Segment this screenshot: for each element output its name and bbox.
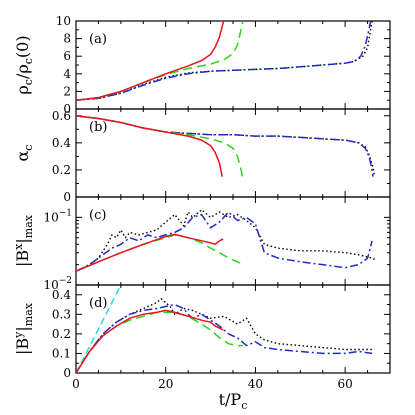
- y-tick-label: 0.4: [52, 136, 71, 150]
- series-line-green: [76, 21, 244, 101]
- series-line-green: [76, 234, 244, 272]
- y-tick-mantissa: 10: [43, 278, 58, 292]
- y-tick-label: 0.4: [52, 288, 71, 302]
- y-axis-title-part: |: [13, 326, 32, 331]
- x-axis-title: t/Pc: [219, 390, 248, 412]
- y-axis-title-part: /ρ: [13, 64, 32, 79]
- y-tick-label: 0.2: [52, 327, 71, 341]
- x-tick-label: 40: [248, 377, 263, 391]
- series-line-green: [76, 311, 243, 373]
- panel-tag: (a): [89, 32, 107, 47]
- series-line-black: [76, 115, 376, 177]
- x-axis-title-main: t/P: [219, 390, 242, 409]
- panel-frame: [75, 284, 391, 374]
- series-line-red: [76, 115, 223, 177]
- y-axis-title-part: α: [13, 150, 32, 161]
- y-axis-title-part: x: [12, 243, 25, 250]
- y-axis-title-part: max: [22, 214, 35, 238]
- y-axis-title-part: ρ: [13, 85, 32, 94]
- y-tick-label: 0: [63, 102, 71, 116]
- series-line-blue: [76, 211, 373, 272]
- panel-c: 10−210−1 (c)|Bx|max: [12, 196, 391, 292]
- y-axis-title: αc: [13, 145, 35, 162]
- panel-tag: (c): [89, 208, 106, 223]
- panel-b: 0 0.2 0.4 0.6 (b) αc: [13, 108, 391, 204]
- y-tick-label: 10−2: [43, 276, 72, 292]
- panel-tag: (b): [89, 120, 107, 135]
- panel-tag: (d): [89, 296, 107, 311]
- y-tick-label: 0: [63, 190, 71, 204]
- x-axis-title-sub: c: [241, 399, 247, 412]
- y-tick-label: 0: [63, 366, 71, 380]
- y-tick-exponent: −1: [59, 208, 72, 218]
- y-axis-title: |Bx|max: [12, 214, 35, 267]
- y-axis-title-part: y: [12, 331, 25, 339]
- y-tick-exponent: −2: [59, 276, 72, 286]
- y-tick-label: 10−1: [43, 208, 72, 224]
- series-line-black: [76, 209, 377, 272]
- series-line-red: [76, 233, 224, 272]
- series-line-black: [76, 298, 373, 373]
- y-tick-mantissa: 10: [43, 210, 58, 224]
- panel-d: 0 0.1 0.2 0.3 0.4 (d) |By|max 0 20 40 60: [12, 284, 391, 391]
- x-tick-label: 60: [338, 377, 353, 391]
- series-line-cyan: [76, 285, 122, 373]
- y-tick-label: 0.1: [52, 346, 71, 360]
- series-line-blue: [76, 115, 374, 177]
- y-axis-title-part: |B: [13, 338, 32, 355]
- y-tick-label: 0.2: [52, 163, 71, 177]
- series-line-red: [76, 309, 224, 373]
- y-tick-label: 10: [56, 14, 71, 28]
- y-tick-label: 4: [63, 67, 71, 81]
- y-axis-title-part: c: [22, 145, 35, 151]
- series-line-red: [76, 21, 225, 101]
- y-axis-title-part: max: [22, 302, 35, 326]
- y-axis-title-part: |: [13, 238, 32, 243]
- y-axis-title-part: |B: [13, 250, 32, 267]
- y-axis-title-part: (0): [13, 35, 32, 58]
- y-tick-label: 0.6: [52, 109, 71, 123]
- panel-frame: [75, 20, 391, 110]
- y-axis-title: ρc/ρc(0): [13, 35, 35, 94]
- y-tick-label: 2: [63, 84, 71, 98]
- y-axis-title-part: c: [22, 58, 35, 64]
- x-tick-label: 20: [158, 377, 173, 391]
- series-line-blue: [76, 303, 373, 373]
- panel-frame: [75, 196, 391, 286]
- series-line-green: [76, 115, 244, 180]
- y-axis-title: |By|max: [12, 302, 35, 355]
- y-axis-title-part: c: [22, 79, 35, 85]
- y-tick-label: 6: [63, 49, 71, 63]
- x-tick-label: 0: [72, 377, 80, 391]
- series-line-blue: [76, 21, 372, 101]
- panel-frame: [75, 108, 391, 198]
- y-tick-label: 8: [63, 32, 71, 46]
- y-tick-label: 0.3: [52, 307, 71, 321]
- series-line-black: [76, 21, 373, 101]
